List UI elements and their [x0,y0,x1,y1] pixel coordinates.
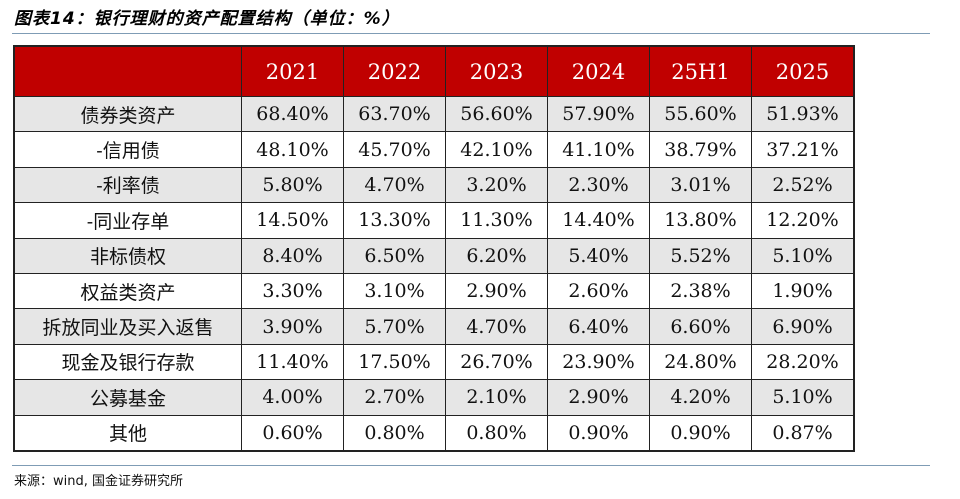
table-cell: 3.90% [241,308,344,345]
table-row: 公募基金 4.00% 2.70% 2.10% 2.90% 4.20% 5.10% [13,379,855,416]
table-cell: 2.60% [547,272,650,310]
column-header: 2023 [445,45,548,97]
table-cell: 28.20% [751,343,855,381]
table-cell: 37.21% [751,131,855,168]
table-cell: 6.40% [547,308,650,345]
table-cell: 6.50% [343,237,446,274]
table-cell: 2.38% [649,272,752,310]
row-label: 非标债权 [13,237,242,274]
table-cell: 14.50% [241,202,344,239]
table-cell: 17.50% [343,343,446,381]
row-label: 拆放同业及买入返售 [13,308,242,345]
row-label: 其他 [13,414,242,452]
table-cell: 0.87% [751,414,855,452]
table-cell: 5.10% [751,237,855,274]
table-cell: 4.00% [241,379,344,416]
row-label: -利率债 [13,166,242,204]
column-header: 25H1 [649,45,752,97]
table-cell: 5.52% [649,237,752,274]
table-cell: 5.80% [241,166,344,204]
table-cell: 4.70% [445,308,548,345]
table-cell: 2.30% [547,166,650,204]
table-cell: 4.70% [343,166,446,204]
table-cell: 56.60% [445,95,548,133]
table-cell: 5.70% [343,308,446,345]
table-cell: 38.79% [649,131,752,168]
figure-title: 图表14：银行理财的资产配置结构（单位：%） [14,9,400,29]
table-row: 债券类资产 68.40% 63.70% 56.60% 57.90% 55.60% 51.93… [13,95,855,133]
source-divider [12,465,930,466]
table-cell: 3.20% [445,166,548,204]
column-header-blank [13,45,242,97]
column-header: 2022 [343,45,446,97]
table-row: 非标债权 8.40% 6.50% 6.20% 5.40% 5.52% 5.10% [13,237,855,274]
table-cell: 2.10% [445,379,548,416]
table-cell: 2.90% [445,272,548,310]
asset-allocation-table: 2021 2022 2023 2024 25H1 2025 债券类资产 68.40% 63.7… [13,45,855,452]
table-cell: 5.10% [751,379,855,416]
table-cell: 14.40% [547,202,650,239]
table-row: 权益类资产 3.30% 3.10% 2.90% 2.60% 2.38% 1.90% [13,272,855,310]
table-cell: 55.60% [649,95,752,133]
column-header: 2021 [241,45,344,97]
row-label: -同业存单 [13,202,242,239]
table-cell: 6.90% [751,308,855,345]
table-cell: 3.30% [241,272,344,310]
table-cell: 26.70% [445,343,548,381]
table-cell: 41.10% [547,131,650,168]
table-cell: 57.90% [547,95,650,133]
table-row: 拆放同业及买入返售 3.90% 5.70% 4.70% 6.40% 6.60% 6.90% [13,308,855,345]
table-cell: 1.90% [751,272,855,310]
table-cell: 13.80% [649,202,752,239]
table-cell: 23.90% [547,343,650,381]
column-header: 2025 [751,45,855,97]
table-cell: 13.30% [343,202,446,239]
table-row: -同业存单 14.50% 13.30% 11.30% 14.40% 13.80% 12.20… [13,202,855,239]
title-divider [12,33,930,34]
table-cell: 51.93% [751,95,855,133]
table-cell: 0.80% [445,414,548,452]
row-label: 现金及银行存款 [13,343,242,381]
table-cell: 2.70% [343,379,446,416]
table-cell: 6.60% [649,308,752,345]
table-cell: 63.70% [343,95,446,133]
table-cell: 8.40% [241,237,344,274]
row-label: 债券类资产 [13,95,242,133]
table-cell: 11.30% [445,202,548,239]
table-cell: 48.10% [241,131,344,168]
table-cell: 42.10% [445,131,548,168]
table-cell: 0.90% [547,414,650,452]
table-cell: 0.90% [649,414,752,452]
table-row: -信用债 48.10% 45.70% 42.10% 41.10% 38.79% 37.21% [13,131,855,168]
column-header: 2024 [547,45,650,97]
row-label: 公募基金 [13,379,242,416]
header-row: 2021 2022 2023 2024 25H1 2025 [13,45,855,97]
table-cell: 45.70% [343,131,446,168]
table-cell: 0.80% [343,414,446,452]
table-cell: 12.20% [751,202,855,239]
row-label: -信用债 [13,131,242,168]
table-cell: 2.90% [547,379,650,416]
row-label: 权益类资产 [13,272,242,310]
table-row: 现金及银行存款 11.40% 17.50% 26.70% 23.90% 24.80% 28.… [13,343,855,381]
table-cell: 0.60% [241,414,344,452]
table-cell: 6.20% [445,237,548,274]
table-row: 其他 0.60% 0.80% 0.80% 0.90% 0.90% 0.87% [13,414,855,452]
table-cell: 4.20% [649,379,752,416]
table-cell: 11.40% [241,343,344,381]
table-row: -利率债 5.80% 4.70% 3.20% 2.30% 3.01% 2.52% [13,166,855,204]
table-cell: 24.80% [649,343,752,381]
table-cell: 3.01% [649,166,752,204]
table-cell: 3.10% [343,272,446,310]
table-cell: 2.52% [751,166,855,204]
table-cell: 5.40% [547,237,650,274]
source-note: 来源：wind, 国金证券研究所 [14,474,184,489]
table-cell: 68.40% [241,95,344,133]
